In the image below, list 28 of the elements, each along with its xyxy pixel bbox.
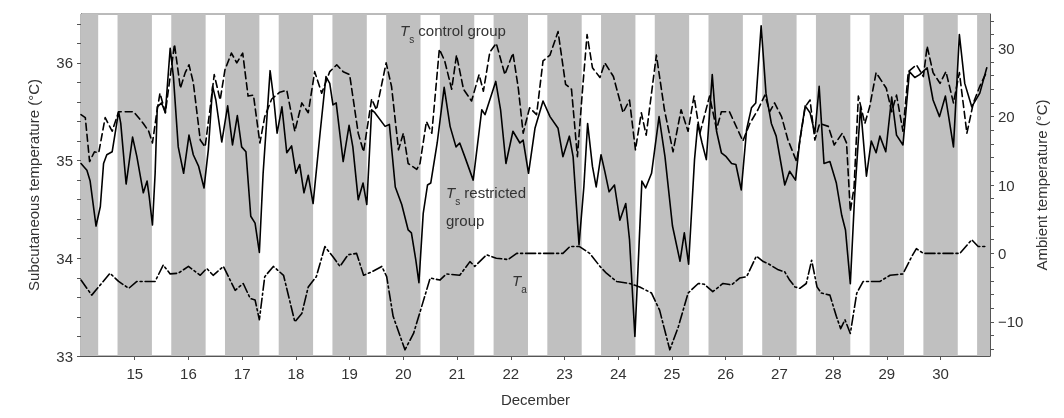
y-tick-label: 35 xyxy=(56,152,73,170)
x-tick-label: 19 xyxy=(341,365,358,382)
x-tick-label: 17 xyxy=(233,365,251,382)
y-tick-label: 34 xyxy=(56,249,73,267)
x-tick-label: 27 xyxy=(771,365,788,382)
x-tick-label: 25 xyxy=(663,365,681,382)
x-tick-label: 16 xyxy=(180,365,197,382)
x-tick-label: 15 xyxy=(126,365,144,382)
y-axis-title: Subcutaneous temperature (°C) xyxy=(25,79,42,291)
x-tick-label: 22 xyxy=(502,365,520,382)
y2-axis-title: Ambient temperature (°C) xyxy=(1033,99,1051,271)
x-axis-title: December xyxy=(500,391,571,408)
x-tick-label: 18 xyxy=(287,365,305,382)
y2-tick-label: 30 xyxy=(998,39,1015,57)
x-tick-label: 30 xyxy=(932,365,949,382)
x-tick-label: 29 xyxy=(878,365,896,382)
x-tick-label: 26 xyxy=(717,365,735,382)
x-tick-label: 24 xyxy=(609,365,627,382)
x-tick-label: 20 xyxy=(395,365,412,382)
y2-tick-label: 0 xyxy=(998,244,1007,262)
y2-tick-label: 10 xyxy=(998,176,1015,194)
x-tick-label: 28 xyxy=(824,365,842,382)
y2-tick-label: 20 xyxy=(998,108,1015,126)
x-tick-label: 23 xyxy=(556,365,573,382)
y2-tick-label: −10 xyxy=(998,313,1024,331)
y-tick-label: 33 xyxy=(56,347,73,365)
x-tick-label: 21 xyxy=(448,365,466,382)
y-tick-label: 36 xyxy=(56,54,73,72)
